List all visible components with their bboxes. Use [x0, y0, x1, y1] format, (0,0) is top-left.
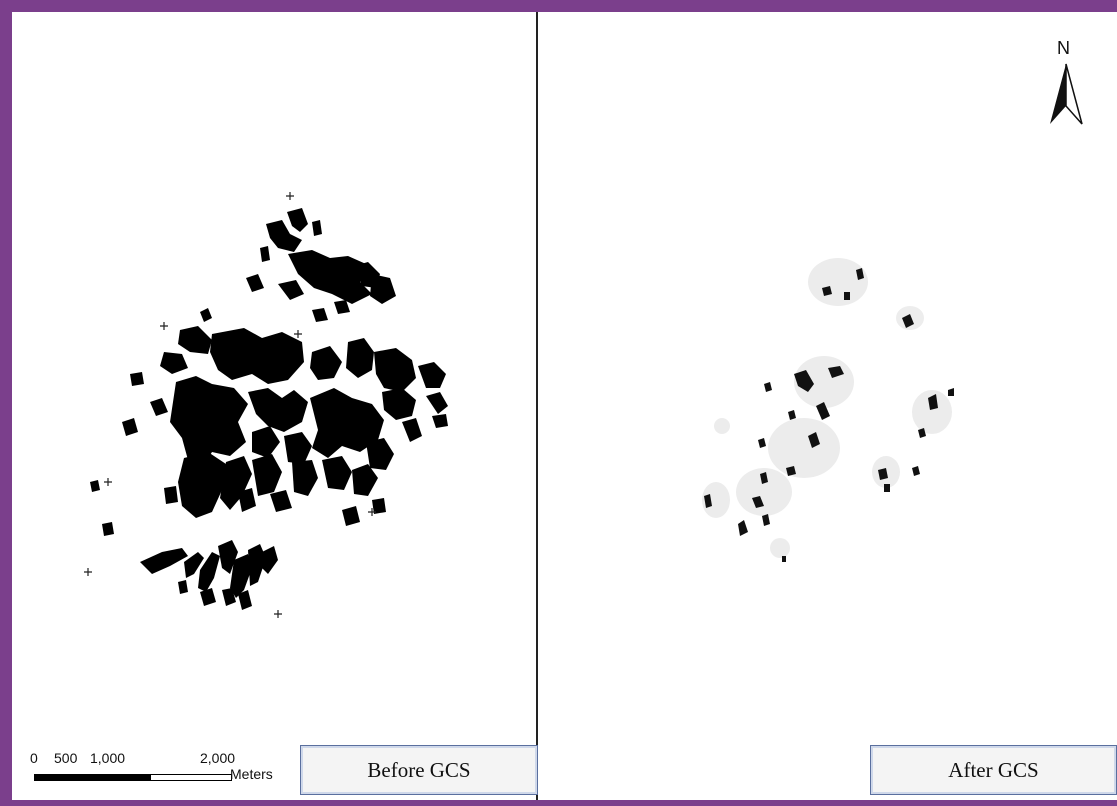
before-control-points: [84, 192, 376, 618]
after-feature-cluster: [704, 268, 954, 562]
map-panel-after: N: [538, 12, 1117, 800]
after-faint-haze: [702, 258, 952, 558]
before-map-canvas: [84, 192, 448, 618]
scale-tick-1000: 1,000: [90, 750, 126, 766]
after-map-canvas: [702, 258, 954, 562]
before-feature-cluster: [90, 208, 448, 610]
north-arrow-letter: N: [1057, 38, 1070, 58]
scale-bar-black-segment: [34, 774, 150, 781]
scale-bar-white-segment: [150, 774, 232, 781]
before-gcs-label: Before GCS: [300, 745, 538, 795]
map-panel-before: 0 500 1,000 2,000 Meters: [12, 12, 536, 800]
scale-bar: 0 500 1,000 2,000 Meters: [24, 750, 294, 790]
scale-tick-0: 0: [30, 750, 38, 766]
north-arrow: N: [1046, 38, 1090, 128]
panel-divider: [536, 12, 538, 800]
scale-tick-2000: 2,000: [200, 750, 236, 766]
scale-units: Meters: [230, 766, 273, 782]
scale-tick-500: 500: [54, 750, 78, 766]
after-gcs-label: After GCS: [870, 745, 1117, 795]
north-arrow-icon: [1050, 63, 1083, 125]
